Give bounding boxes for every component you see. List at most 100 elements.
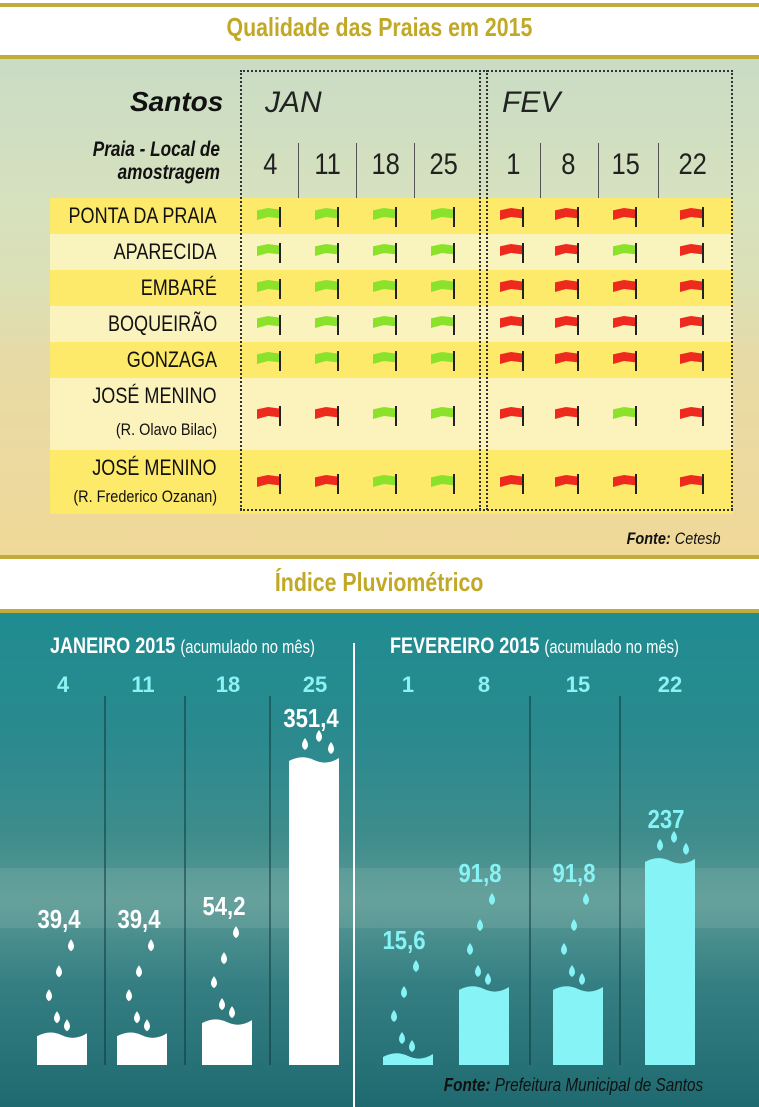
red-flag-icon <box>613 351 639 371</box>
day-label: 4 <box>57 672 70 697</box>
grid-line-bottom <box>240 509 733 511</box>
raindrop-icon <box>467 943 473 956</box>
rainfall-chart-area: 4 39,4 11 39,4 18 54,2 25 351,4 1 15,6 8 91,8 15 91,8… <box>0 613 759 1107</box>
city-label: Santos <box>130 86 224 117</box>
day-label: 18 <box>371 148 401 181</box>
rainfall-bar <box>459 986 509 1065</box>
day-divider <box>356 143 357 198</box>
table-source: Fonte: Cetesb <box>627 529 721 548</box>
day-label: 8 <box>560 148 576 181</box>
red-flag-icon <box>555 351 581 371</box>
red-flag-icon <box>680 315 706 335</box>
raindrop-icon <box>126 989 132 1002</box>
green-flag-icon <box>613 243 639 263</box>
red-flag-icon <box>257 406 283 426</box>
green-flag-icon <box>431 351 457 371</box>
raindrop-icon <box>136 965 142 978</box>
chart-source: Fonte: Prefeitura Municipal de Santos <box>443 1075 703 1095</box>
raindrop-icon <box>583 893 589 906</box>
raindrop-icon <box>569 965 575 978</box>
raindrop-icon <box>657 838 663 851</box>
raindrop-icon <box>134 1011 140 1024</box>
day-label: 25 <box>303 672 327 697</box>
page-title: Qualidade das Praias em 2015 <box>226 12 533 42</box>
raindrop-icon <box>211 976 217 989</box>
day-label: 22 <box>678 148 708 181</box>
rainfall-chart: 4 39,4 11 39,4 18 54,2 25 351,4 1 15,6 8 91,8 15 91,8… <box>0 643 759 1107</box>
red-flag-icon <box>680 474 706 494</box>
raindrop-icon <box>68 939 74 952</box>
month-label-jan: JAN <box>265 86 322 119</box>
red-flag-icon <box>555 474 581 494</box>
beach-name: GONZAGA <box>126 347 217 372</box>
red-flag-icon <box>315 474 341 494</box>
value-label: 39,4 <box>118 906 162 935</box>
grid-line-right <box>731 70 733 510</box>
green-flag-icon <box>257 315 283 335</box>
green-flag-icon <box>373 207 399 227</box>
section-rule-top <box>0 555 759 559</box>
green-flag-icon <box>373 406 399 426</box>
red-flag-icon <box>500 351 526 371</box>
rainfall-bar <box>289 757 339 1065</box>
raindrop-icon <box>148 939 154 952</box>
day-label: 11 <box>314 148 342 181</box>
raindrop-icon <box>302 738 308 750</box>
raindrop-icon <box>391 1010 397 1022</box>
day-label: 1 <box>505 148 521 181</box>
raindrop-icon <box>413 960 419 972</box>
red-flag-icon <box>555 207 581 227</box>
red-flag-icon <box>500 406 526 426</box>
beach-name: BOQUEIRÃO <box>107 311 217 336</box>
value-label: 237 <box>648 805 685 834</box>
chart-group-label-fev: FEVEREIRO 2015 (acumulado no mês) <box>390 633 679 658</box>
day-divider <box>414 143 415 198</box>
day-label: 4 <box>262 148 278 181</box>
red-flag-icon <box>500 243 526 263</box>
raindrop-icon <box>409 1040 415 1052</box>
section-title: Índice Pluviométrico <box>275 567 484 597</box>
section-rule-bottom <box>0 609 759 613</box>
grid-line-month-divider-a <box>479 70 481 510</box>
raindrop-icon <box>561 943 567 956</box>
red-flag-icon <box>500 315 526 335</box>
green-flag-icon <box>257 243 283 263</box>
raindrop-icon <box>328 742 334 754</box>
red-flag-icon <box>315 406 341 426</box>
value-label: 91,8 <box>459 859 502 888</box>
page-header: Qualidade das Praias em 2015 <box>0 0 759 59</box>
day-label: 18 <box>216 672 240 697</box>
day-label: 11 <box>131 672 154 697</box>
day-divider <box>540 143 541 198</box>
value-label: 91,8 <box>553 859 596 888</box>
red-flag-icon <box>555 243 581 263</box>
raindrop-icon <box>316 730 322 742</box>
green-flag-icon <box>257 207 283 227</box>
day-label: 15 <box>611 148 641 181</box>
raindrop-icon <box>46 989 52 1002</box>
value-label: 351,4 <box>283 704 339 733</box>
red-flag-icon <box>680 351 706 371</box>
day-label: 22 <box>658 672 682 697</box>
chart-group-label-jan: JANEIRO 2015 (acumulado no mês) <box>50 633 315 658</box>
value-label: 39,4 <box>38 906 82 935</box>
green-flag-icon <box>373 243 399 263</box>
beach-name: EMBARÉ <box>140 275 217 300</box>
raindrop-icon <box>221 952 227 965</box>
grid-line-left <box>240 70 242 510</box>
beach-name: JOSÉ MENINO <box>92 455 217 480</box>
red-flag-icon <box>680 243 706 263</box>
green-flag-icon <box>373 315 399 335</box>
green-flag-icon <box>431 474 457 494</box>
section-header: Índice Pluviométrico <box>0 555 759 613</box>
green-flag-icon <box>373 474 399 494</box>
red-flag-icon <box>613 279 639 299</box>
raindrop-icon <box>579 973 585 986</box>
rainfall-bar <box>383 1053 433 1065</box>
month-label-fev: FEV <box>502 86 561 119</box>
green-flag-icon <box>613 406 639 426</box>
raindrop-icon <box>401 986 407 998</box>
horizon-band <box>0 868 759 928</box>
day-divider <box>598 143 599 198</box>
column-header-praia: Praia - Local de amostragem <box>92 138 220 184</box>
